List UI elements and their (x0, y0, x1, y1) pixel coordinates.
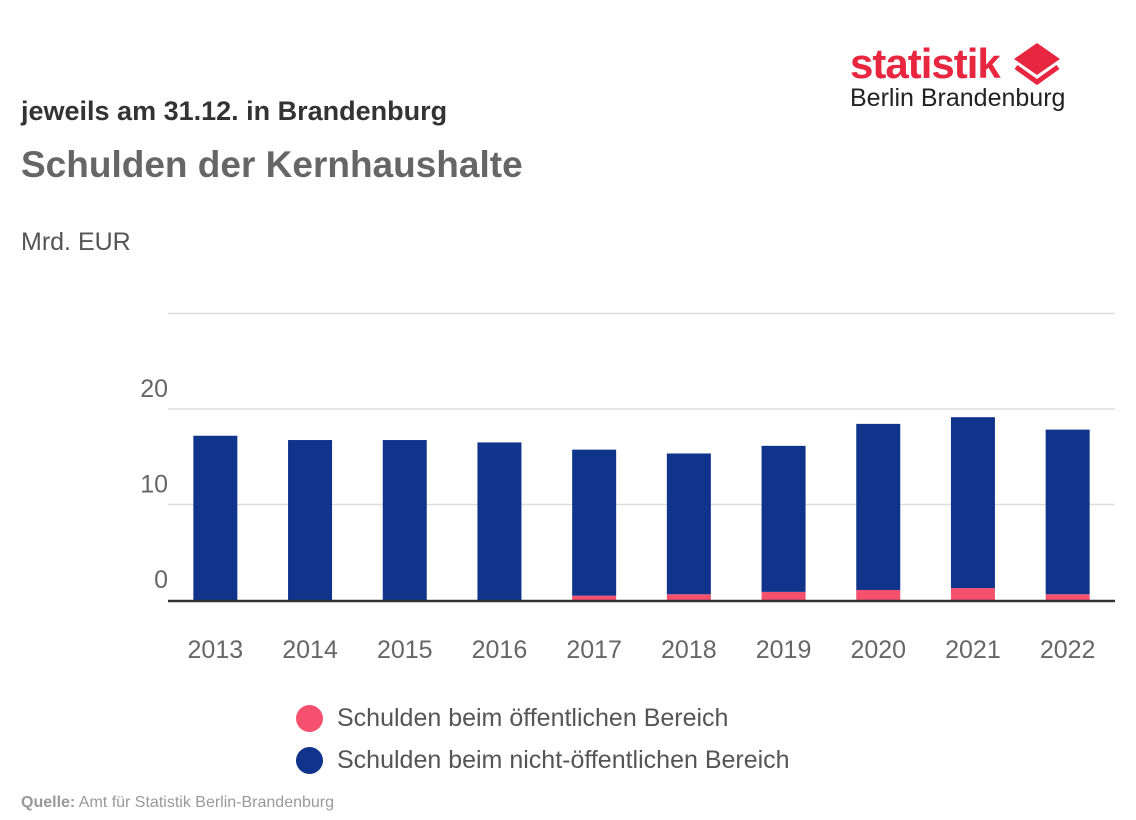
bar-segment (950, 417, 995, 589)
bar-segment (572, 595, 617, 600)
legend-label: Schulden beim öffentlichen Bereich (337, 704, 729, 732)
bar-segment (666, 453, 711, 595)
logo-text-bottom: Berlin Brandenburg (850, 84, 1066, 112)
bar-segment (382, 440, 427, 600)
bar-segment (572, 449, 617, 596)
source-note: Quelle: Amt für Statistik Berlin-Branden… (21, 794, 334, 812)
bar-segment (477, 442, 522, 600)
x-tick-label: 2013 (188, 636, 244, 664)
bar-segment (1045, 429, 1090, 595)
legend-item-nonpublic: Schulden beim nicht-öffentlichen Bereich (296, 746, 790, 775)
source-label: Quelle: (21, 794, 76, 811)
bar-chart: 0 10 20 2013 2014 2015 2016 2017 2018 2019 2020 202… (140, 312, 1115, 664)
x-tick-label: 2020 (850, 636, 906, 664)
x-tick-label: 2015 (377, 636, 433, 664)
chart-title: Schulden der Kernhaushalte (21, 144, 523, 185)
logo: statistik Berlin Brandenburg (850, 40, 1065, 113)
y-axis-unit: Mrd. EUR (21, 228, 131, 256)
bar-segment (950, 588, 995, 600)
legend-dot (296, 705, 323, 732)
bar-segment (856, 589, 901, 600)
x-tick-label: 2016 (472, 636, 528, 664)
x-tick-label: 2017 (566, 636, 622, 664)
legend-item-public: Schulden beim öffentlichen Bereich (296, 704, 728, 733)
bar-segment (288, 440, 333, 600)
x-tick-label: 2021 (945, 636, 1001, 664)
logo-text-top: statistik (850, 40, 1001, 87)
x-tick-label: 2018 (661, 636, 717, 664)
bar-segment (856, 423, 901, 590)
x-tick-label: 2022 (1040, 636, 1096, 664)
bar-segment (1045, 594, 1090, 600)
legend-dot (296, 747, 323, 774)
chart-subtitle: jeweils am 31.12. in Brandenburg (21, 96, 448, 126)
legend-label: Schulden beim nicht-öffentlichen Bereich (337, 746, 790, 774)
x-tick-label: 2019 (756, 636, 812, 664)
bar-segment (666, 594, 711, 600)
logo-layers-icon (1013, 43, 1060, 86)
y-tick-label: 20 (140, 375, 168, 403)
bar-segment (761, 591, 806, 600)
x-tick-label: 2014 (282, 636, 338, 664)
y-tick-label: 0 (154, 566, 168, 594)
source-text: Amt für Statistik Berlin-Brandenburg (78, 794, 335, 811)
bar-segment (193, 435, 238, 600)
bar-segment (761, 445, 806, 592)
y-tick-label: 10 (140, 471, 168, 499)
